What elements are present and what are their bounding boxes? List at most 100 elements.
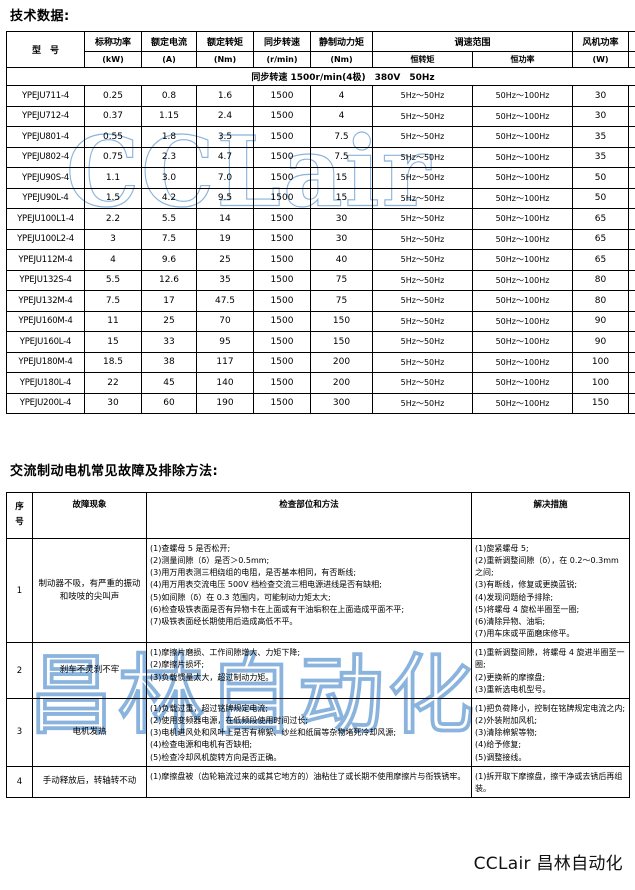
col-inspection: 检查部位和方法 bbox=[146, 492, 472, 539]
cell-rated-torque: 140 bbox=[196, 372, 254, 394]
solution-item: (4)发现问题给予排除; bbox=[475, 592, 554, 602]
unit-static-torque: (Nm) bbox=[310, 51, 373, 68]
solution-item: (1)旋紧螺母 5; bbox=[475, 544, 529, 553]
cell-weight: 60 bbox=[628, 249, 635, 271]
spec-row: YPEJU712-4 0.37 1.15 2.4 1500 4 5Hz～50Hz 50Hz～1… bbox=[6, 105, 635, 127]
cell-rated-current: 1.8 bbox=[141, 126, 197, 148]
solution-item: (1)重新调整间隙，将螺母 4 旋进半圈至一圈; bbox=[475, 648, 625, 670]
cell-sync-speed: 1500 bbox=[253, 290, 311, 312]
cell-const-torque: 5Hz～50Hz bbox=[372, 351, 473, 373]
fault-row: 3 电机发热 (1)负载过重，超过铭牌规定电流; (2)使用变频器电源，在低频段使用时… bbox=[6, 697, 630, 767]
inspection-item: (1)摩擦片磨损、工作间隙增大、力矩下降; bbox=[150, 648, 301, 658]
solution-item: (1)把负荷降小，控制在铭牌规定电流之内; bbox=[475, 703, 626, 713]
solution-item: (2)更换新的摩擦盘; bbox=[475, 672, 546, 682]
spec-row: YPEJU180L-4 22 45 140 1500 200 5Hz～50Hz 50Hz～10… bbox=[6, 372, 635, 394]
cell-rated-torque: 14 bbox=[196, 208, 254, 230]
cell-static-torque: 75 bbox=[310, 290, 373, 312]
cell-model: YPEJU712-4 bbox=[6, 105, 85, 127]
cell-rated-current: 1.15 bbox=[141, 105, 197, 127]
cell-rated-power: 3 bbox=[84, 228, 142, 250]
cell-sync-speed: 1500 bbox=[253, 228, 311, 250]
cell-rated-torque: 117 bbox=[196, 351, 254, 373]
spec-row: YPEJU112M-4 4 9.6 25 1500 40 5Hz～50Hz 50Hz～100H… bbox=[6, 249, 635, 271]
cell-weight: 28.5 bbox=[628, 167, 635, 189]
fault-row: 4 手动释放后，转轴转不动 (1)摩擦盘被（齿轮箱流过来的或其它地方的）油粘住了或长… bbox=[6, 765, 630, 798]
cell-weight: 36 bbox=[628, 187, 635, 209]
cell-static-torque: 150 bbox=[310, 310, 373, 332]
solution-item: (7)用车床或平面磨床修平。 bbox=[475, 629, 575, 639]
solution-item: (3)清除棉絮等物; bbox=[475, 728, 538, 738]
cell-model: YPEJU200L-4 bbox=[6, 392, 85, 414]
cell-const-torque: 5Hz～50Hz bbox=[372, 146, 473, 168]
cell-model: YPEJU160M-4 bbox=[6, 310, 85, 332]
cell-model: YPEJU180M-4 bbox=[6, 351, 85, 373]
inspection-item: (3)负载惯量太大，超过制动力矩。 bbox=[150, 672, 274, 682]
inspection-item: (4)用万用表交流电压 500V 档检查交流三相电源进线是否有缺相; bbox=[150, 580, 382, 590]
cell-rated-power: 30 bbox=[84, 392, 142, 414]
cell-rated-torque: 1.6 bbox=[196, 85, 254, 107]
cell-model: YPEJU711-4 bbox=[6, 85, 85, 107]
cell-model: YPEJU90S-4 bbox=[6, 167, 85, 189]
cell-const-power: 50Hz～100Hz bbox=[471, 372, 574, 394]
cell-rated-current: 17 bbox=[141, 290, 197, 312]
cell-static-torque: 300 bbox=[310, 392, 373, 414]
cell-rated-current: 33 bbox=[141, 331, 197, 353]
cell-seq: 2 bbox=[6, 642, 33, 699]
cell-const-torque: 5Hz～50Hz bbox=[372, 228, 473, 250]
cell-const-torque: 5Hz～50Hz bbox=[372, 372, 473, 394]
cell-const-power: 50Hz～100Hz bbox=[471, 208, 574, 230]
cell-rated-power: 4 bbox=[84, 249, 142, 271]
solution-item: (4)给予修复; bbox=[475, 740, 522, 750]
cell-weight: 198 bbox=[628, 351, 635, 373]
spec-row: YPEJU90S-4 1.1 3.0 7.0 1500 15 5Hz～50Hz 50Hz～10… bbox=[6, 167, 635, 189]
cell-rated-power: 7.5 bbox=[84, 290, 142, 312]
cell-weight: 97 bbox=[628, 290, 635, 312]
unit-fan-power: (W) bbox=[572, 51, 630, 68]
cell-rated-current: 7.5 bbox=[141, 228, 197, 250]
solution-item: (2)重新调整间隙（δ），在 0.2～0.3mm 之间; bbox=[475, 556, 619, 578]
cell-seq: 3 bbox=[6, 697, 33, 767]
cell-rated-torque: 25 bbox=[196, 249, 254, 271]
col-weight: 重量 bbox=[628, 31, 635, 52]
cell-solution: (1)把负荷降小，控制在铭牌规定电流之内; (2)外装附加风机; (3)清除棉絮等物… bbox=[471, 697, 630, 767]
cell-model: YPEJU160L-4 bbox=[6, 331, 85, 353]
footer-brand: CCLair 昌林自动化 bbox=[473, 854, 623, 874]
inspection-item: (4)检查电源和电机有否缺相; bbox=[150, 740, 253, 750]
cell-static-torque: 30 bbox=[310, 228, 373, 250]
cell-sync-speed: 1500 bbox=[253, 85, 311, 107]
col-solution: 解决措施 bbox=[471, 492, 630, 539]
col-const-power: 恒功率 bbox=[471, 51, 574, 68]
cell-rated-current: 5.5 bbox=[141, 208, 197, 230]
cell-fan-power: 50 bbox=[572, 187, 630, 209]
solution-item: (5)调整接线。 bbox=[475, 752, 527, 762]
cell-const-torque: 5Hz～50Hz bbox=[372, 85, 473, 107]
cell-const-torque: 5Hz～50Hz bbox=[372, 105, 473, 127]
cell-phenomenon: 刹车不灵刹不牢 bbox=[32, 642, 147, 699]
cell-sync-speed: 1500 bbox=[253, 372, 311, 394]
fault-row: 1 制动器不吸，有严重的振动和吱吱的尖叫声 (1)查螺母 5 是否松开; (2)测量间… bbox=[6, 537, 630, 644]
cell-sync-speed: 1500 bbox=[253, 146, 311, 168]
cell-rated-current: 3.0 bbox=[141, 167, 197, 189]
solution-item: (3)有断线，修复或更换蓝锐; bbox=[475, 580, 578, 590]
cell-static-torque: 7.5 bbox=[310, 146, 373, 168]
unit-sync-speed: (r/min) bbox=[253, 51, 311, 68]
sync-speed-band: 同步转速 1500r/min(4极) 380V 50Hz bbox=[5, 67, 635, 86]
cell-static-torque: 4 bbox=[310, 105, 373, 127]
cell-phenomenon: 制动器不吸，有严重的振动和吱吱的尖叫声 bbox=[32, 537, 147, 644]
cell-inspection: (1)摩擦片磨损、工作间隙增大、力矩下降; (2)摩擦片损坏; (3)负载惯量太大，… bbox=[146, 642, 472, 699]
cell-weight: 162 bbox=[628, 331, 635, 353]
spec-row: YPEJU90L-4 1.5 4.2 9.5 1500 15 5Hz～50Hz 50Hz～10… bbox=[6, 187, 635, 209]
cell-rated-power: 11 bbox=[84, 310, 142, 332]
unit-rated-torque: (Nm) bbox=[196, 51, 254, 68]
inspection-item: (1)摩擦盘被（齿轮箱流过来的或其它地方的）油粘住了或长期不使用摩擦片与衔铁锈牢… bbox=[150, 771, 466, 781]
tech-data-title: 技术数据: bbox=[10, 9, 70, 24]
cell-seq: 4 bbox=[6, 765, 33, 798]
cell-sync-speed: 1500 bbox=[253, 187, 311, 209]
cell-const-torque: 5Hz～50Hz bbox=[372, 249, 473, 271]
spec-row: YPEJU132S-4 5.5 12.6 35 1500 75 5Hz～50Hz 50Hz～1… bbox=[6, 269, 635, 291]
cell-fan-power: 30 bbox=[572, 105, 630, 127]
cell-rated-torque: 2.4 bbox=[196, 105, 254, 127]
cell-weight: 48 bbox=[628, 228, 635, 250]
inspection-item: (2)测量间隙（δ）是否＞0.5mm; bbox=[150, 556, 270, 566]
